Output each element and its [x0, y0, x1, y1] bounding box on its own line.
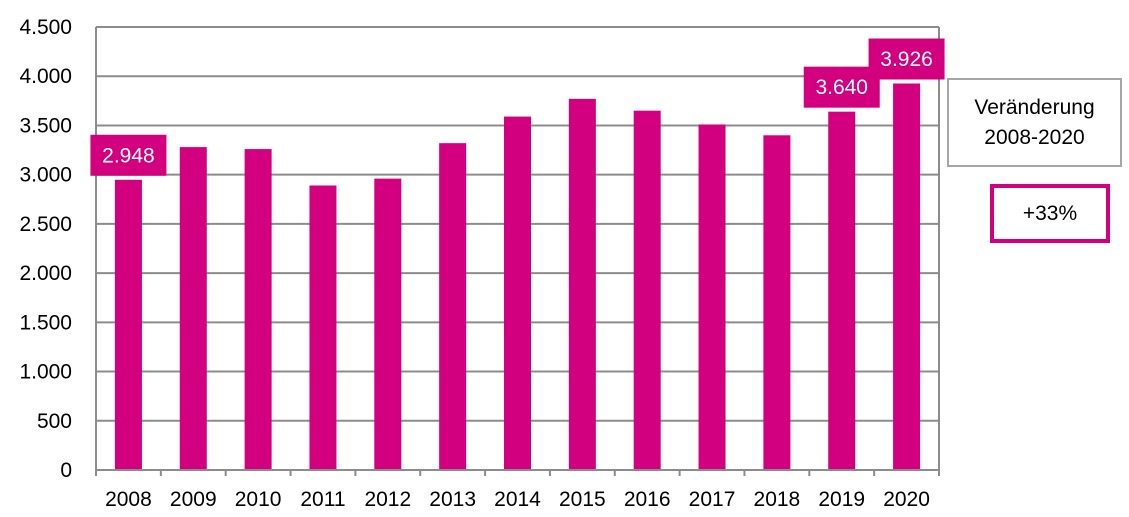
bar-2014 — [504, 116, 531, 470]
bar-2013 — [439, 143, 467, 471]
data-label-2008: 2.948 — [90, 134, 167, 176]
bars — [114, 83, 921, 471]
y-tick-label: 500 — [37, 410, 72, 433]
y-tick-label: 2.500 — [19, 213, 72, 236]
bar-2017 — [698, 124, 726, 471]
y-tick-label: 2.000 — [19, 262, 72, 285]
y-tick-label: 0 — [60, 459, 72, 482]
y-tick-label: 3.000 — [19, 164, 72, 187]
data-label-text: 2.948 — [102, 144, 155, 167]
x-tick-label: 2008 — [105, 488, 152, 511]
y-tick-label: 3.500 — [19, 114, 72, 137]
y-tick-label: 4.000 — [19, 65, 72, 88]
x-tick-label: 2011 — [300, 488, 345, 511]
data-label-text: 3.926 — [880, 48, 933, 71]
data-label-text: 3.640 — [815, 76, 868, 99]
bar-2018 — [763, 135, 791, 471]
data-label-2020: 3.926 — [868, 38, 945, 80]
bar-2016 — [633, 110, 661, 470]
change-value: +33% — [1022, 201, 1078, 225]
x-tick-label: 2013 — [429, 488, 476, 511]
x-tick-label: 2020 — [883, 488, 930, 511]
bar-2020 — [893, 83, 921, 470]
x-tick-label: 2014 — [494, 488, 541, 511]
bar-2015 — [568, 98, 596, 470]
x-axis-tick-labels: 2008 2009 2010 2011 2012 2013 2014 2015 2016 2017… — [105, 488, 930, 511]
y-tick-label: 1.500 — [19, 311, 72, 334]
x-tick-label: 2009 — [170, 488, 217, 511]
x-tick-label: 2010 — [235, 488, 282, 511]
y-axis-tick-labels: 0 500 1.000 1.500 2.000 2.500 3.000 3.500 4.000 4… — [19, 16, 72, 482]
bar-2011 — [309, 185, 337, 471]
bar-2008 — [114, 179, 142, 471]
x-tick-label: 2017 — [689, 488, 736, 511]
bar-2012 — [374, 178, 402, 471]
data-labels: 2.948 3.640 3.926 — [90, 38, 945, 176]
bar-2009 — [179, 147, 207, 470]
y-tick-label: 1.000 — [19, 361, 72, 384]
x-tick-label: 2018 — [754, 488, 801, 511]
change-label-line1: Veränderung — [974, 95, 1095, 119]
bar-2010 — [244, 149, 272, 470]
change-label-box: Veränderung 2008-2020 — [947, 78, 1122, 167]
axes — [95, 27, 940, 476]
change-label-line2: 2008-2020 — [984, 125, 1085, 149]
x-tick-label: 2019 — [818, 488, 865, 511]
change-value-box: +33% — [990, 184, 1110, 243]
x-tick-label: 2015 — [559, 488, 606, 511]
data-label-2019: 3.640 — [803, 66, 880, 108]
data-label-box — [868, 38, 945, 80]
data-label-box — [90, 134, 167, 176]
x-tick-label: 2012 — [364, 488, 411, 511]
bar-2019 — [828, 111, 856, 470]
x-tick-label: 2016 — [624, 488, 671, 511]
y-tick-label: 4.500 — [19, 16, 72, 39]
data-label-box — [803, 66, 880, 108]
